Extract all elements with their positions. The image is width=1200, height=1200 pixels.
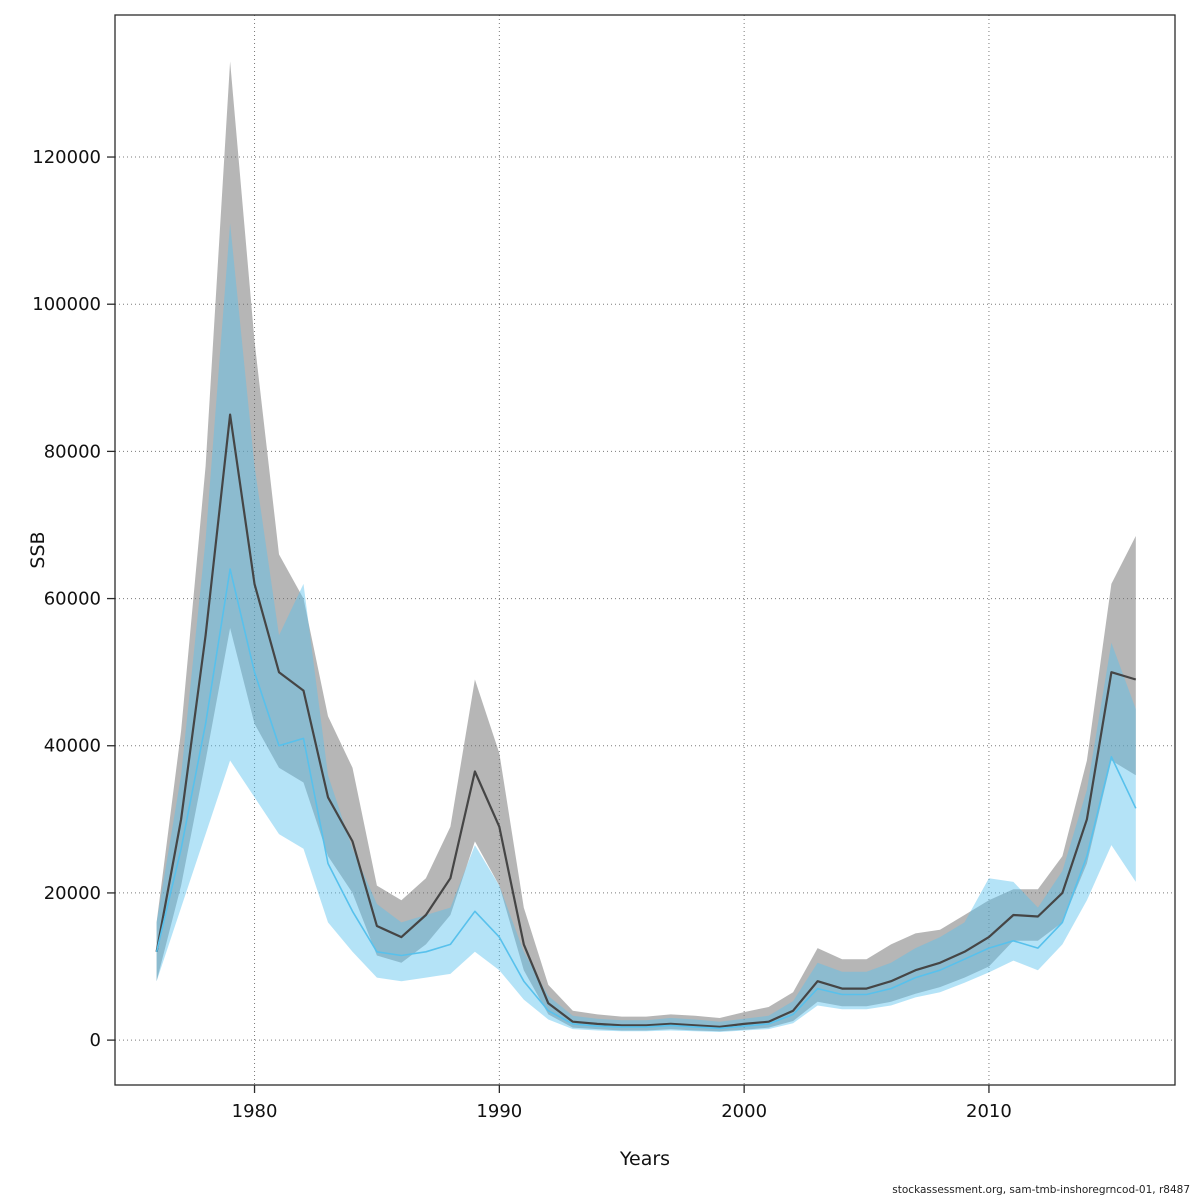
gray-confidence-band [156,61,1136,1032]
y-axis-title: SSB [27,531,49,569]
y-tick-label: 60000 [44,589,101,610]
y-tick-label: 100000 [32,294,101,315]
y-tick-label: 80000 [44,441,101,462]
x-tick-label: 2000 [721,1101,767,1122]
y-tick-label: 0 [90,1030,101,1051]
plot-border [114,14,1176,1086]
gray-mean-line [155,413,1137,1028]
blue-confidence-band [156,223,1136,1033]
blue-mean-line [155,568,1137,1030]
x-axis-title: Years [619,1148,671,1170]
x-tick-label: 2010 [966,1101,1012,1122]
x-tick-label: 1990 [476,1101,522,1122]
x-tick-label: 1980 [232,1101,278,1122]
y-tick-label: 20000 [44,883,101,904]
source-attribution: stockassessment.org, sam-tmb-inshoregrnc… [892,1184,1190,1196]
y-tick-label: 40000 [44,736,101,757]
y-tick-label: 120000 [32,147,101,168]
